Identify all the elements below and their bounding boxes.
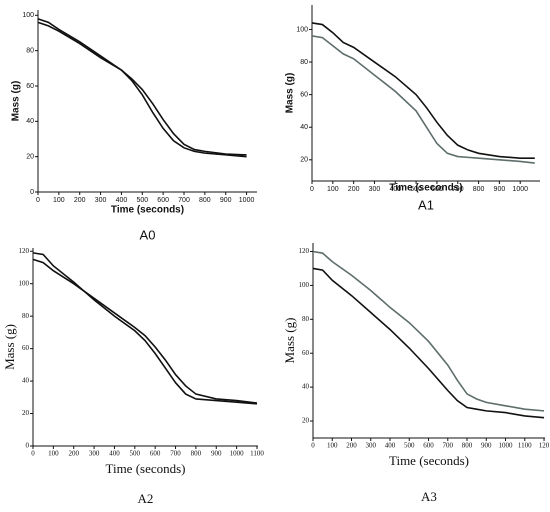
x-tick-label: 900 <box>481 442 492 450</box>
x-tick-label: 100 <box>327 186 339 193</box>
caption: A1 <box>418 197 434 212</box>
panel: 0 20 40 60 80 100 120 0 100 200 300 400 500 600 700 800… <box>2 247 264 506</box>
x-tick-label: 200 <box>68 450 79 458</box>
x-tick-label: 700 <box>170 450 181 458</box>
x-tick-label: 400 <box>116 197 128 204</box>
data-line <box>311 35 535 164</box>
data-line <box>32 252 258 405</box>
y-tick-label: 100 <box>22 12 34 19</box>
y-tick-label: 80 <box>22 312 30 320</box>
x-axis-label: Time (seconds) <box>389 453 469 468</box>
x-tick-label: 0 <box>31 450 35 458</box>
x-tick-label: 100 <box>48 450 59 458</box>
x-tick-label: 300 <box>366 442 377 450</box>
y-tick-label: 80 <box>300 59 308 66</box>
x-tick-label: 0 <box>311 442 315 450</box>
x-tick-label: 300 <box>369 186 381 193</box>
x-tick-label: 900 <box>494 186 506 193</box>
data-line <box>311 22 535 159</box>
x-tick-label: 200 <box>74 197 86 204</box>
y-tick-label: 20 <box>22 409 30 417</box>
y-tick-label: 60 <box>22 344 30 352</box>
x-tick-label: 1000 <box>512 186 528 193</box>
caption: A0 <box>140 227 156 242</box>
y-tick-label: 100 <box>19 279 30 287</box>
x-tick-label: 800 <box>191 450 202 458</box>
x-tick-label: 800 <box>473 186 485 193</box>
y-tick-label: 100 <box>296 26 308 33</box>
y-tick-label: 80 <box>302 315 310 323</box>
x-tick-label: 100 <box>53 197 65 204</box>
x-tick-label: 700 <box>443 442 454 450</box>
y-tick-label: 40 <box>22 377 30 385</box>
y-tick-label: 20 <box>300 157 308 164</box>
y-tick-label: 0 <box>26 442 30 450</box>
x-tick-label: 500 <box>136 197 148 204</box>
x-tick-label: 1000 <box>499 442 514 450</box>
x-tick-label: 400 <box>389 186 401 193</box>
x-tick-label: 800 <box>199 197 211 204</box>
x-tick-label: 700 <box>452 186 464 193</box>
caption: A2 <box>138 491 154 506</box>
x-tick-label: 600 <box>150 450 161 458</box>
x-tick-label: 200 <box>346 442 357 450</box>
x-tick-label: 0 <box>310 186 314 193</box>
y-tick-label: 120 <box>19 247 30 255</box>
y-tick-label: 60 <box>300 91 308 98</box>
x-tick-label: 900 <box>211 450 222 458</box>
x-tick-label: 1000 <box>230 450 245 458</box>
x-tick-label: 400 <box>109 450 120 458</box>
x-tick-label: 900 <box>220 197 232 204</box>
y-tick-label: 120 <box>299 247 310 255</box>
caption: A3 <box>421 489 437 504</box>
y-tick-label: 60 <box>302 349 310 357</box>
x-tick-label: 500 <box>130 450 141 458</box>
y-tick-label: 40 <box>302 383 310 391</box>
x-tick-label: 600 <box>157 197 169 204</box>
y-tick-label: 80 <box>26 47 34 54</box>
x-tick-label: 800 <box>462 442 473 450</box>
x-axis-label: Time (seconds) <box>111 205 184 216</box>
x-tick-label: 200 <box>348 186 360 193</box>
x-tick-label: 1100 <box>250 450 264 458</box>
x-tick-label: 0 <box>36 197 40 204</box>
panel: 20 40 60 80 100 120 0 100 200 300 400 500 600 700 800 9… <box>282 243 550 504</box>
data-line <box>37 18 247 158</box>
y-tick-label: 20 <box>302 417 310 425</box>
data-line <box>37 21 247 156</box>
x-tick-label: 400 <box>385 442 396 450</box>
x-tick-label: 600 <box>423 442 434 450</box>
x-axis-label: Time (seconds) <box>105 461 185 476</box>
y-axis-label: Mass (g) <box>11 81 22 122</box>
y-tick-label: 0 <box>30 189 34 196</box>
x-axis-label: Time (seconds) <box>389 183 462 194</box>
x-tick-label: 600 <box>431 186 443 193</box>
y-tick-label: 100 <box>299 281 310 289</box>
y-tick-label: 60 <box>26 83 34 90</box>
data-line <box>312 250 545 412</box>
y-axis-label: Mass (g) <box>285 73 296 114</box>
y-tick-label: 20 <box>26 154 34 161</box>
x-tick-label: 300 <box>89 450 100 458</box>
x-tick-label: 1000 <box>239 197 255 204</box>
x-tick-label: 500 <box>410 186 422 193</box>
x-tick-label: 1100 <box>518 442 532 450</box>
y-axis-label: Mass (g) <box>2 324 17 370</box>
x-tick-label: 120 <box>539 442 550 450</box>
data-line <box>312 267 545 419</box>
x-tick-label: 300 <box>95 197 107 204</box>
y-axis-label: Mass (g) <box>282 318 297 364</box>
y-tick-label: 40 <box>300 124 308 131</box>
data-line <box>32 258 258 404</box>
x-tick-label: 700 <box>178 197 190 204</box>
x-tick-label: 500 <box>404 442 415 450</box>
y-tick-label: 40 <box>26 118 34 125</box>
x-tick-label: 100 <box>327 442 338 450</box>
